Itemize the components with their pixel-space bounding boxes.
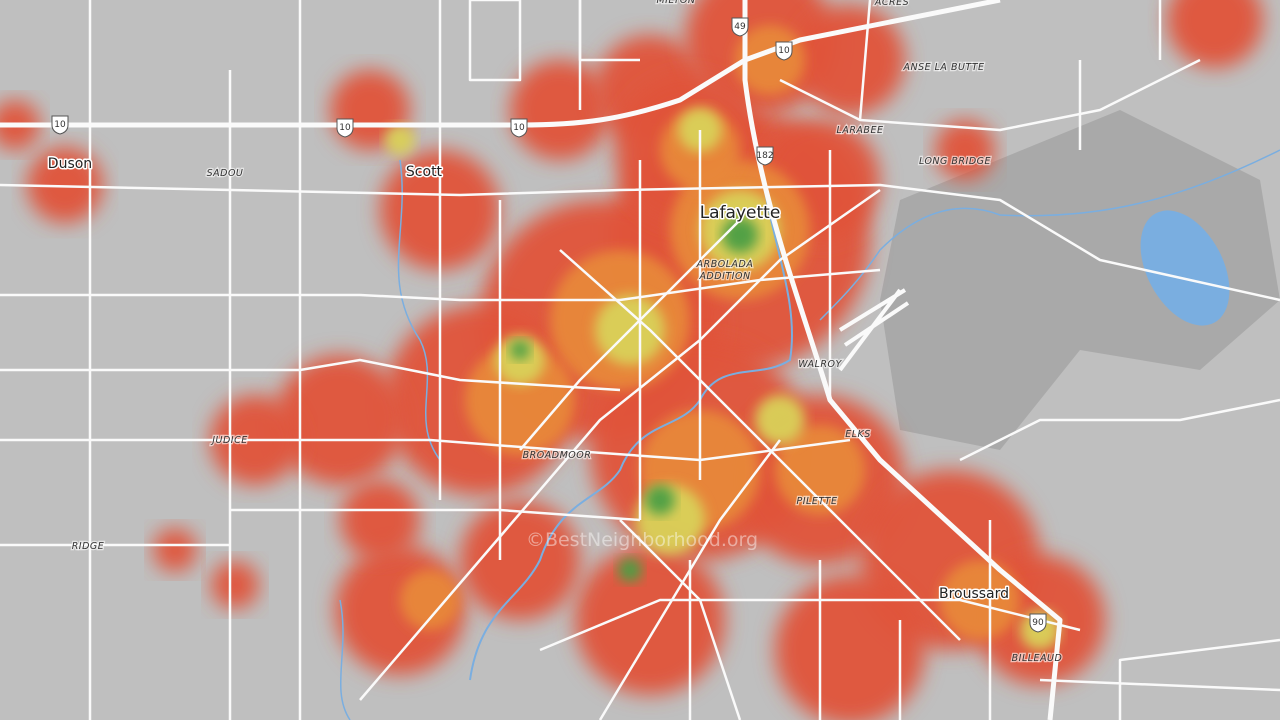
highway-shield xyxy=(775,41,793,61)
heat-cell xyxy=(340,480,420,560)
neighborhood-label: LARABEE xyxy=(837,125,884,136)
heat-cell xyxy=(211,561,259,609)
neighborhood-label: ACRES xyxy=(874,0,909,8)
highway-shield xyxy=(336,118,354,138)
highway-shield xyxy=(756,146,774,166)
water xyxy=(339,149,1280,720)
neighborhood-label: ELKS xyxy=(845,429,871,440)
heat-cell xyxy=(775,575,925,720)
neighborhood-label: MILTON xyxy=(656,0,695,6)
shield-number: 90 xyxy=(1032,618,1044,628)
shield-number: 10 xyxy=(339,123,351,133)
heat-cell xyxy=(940,560,1020,640)
heat-cell xyxy=(795,5,905,115)
shield-number: 10 xyxy=(778,46,790,56)
neighborhood-label: ADDITION xyxy=(698,271,750,282)
neighborhood-label: LONG BRIDGE xyxy=(919,156,991,167)
neighborhood-label: WALROY xyxy=(798,359,842,370)
heat-cell xyxy=(275,355,405,485)
heat-cell xyxy=(385,125,415,155)
shield-number: 10 xyxy=(513,123,525,133)
heat-cell xyxy=(618,558,642,582)
highway-shield xyxy=(510,118,528,138)
heat-cell xyxy=(400,570,460,630)
heat-cell xyxy=(153,528,197,572)
neighborhood-label: JUDICE xyxy=(210,435,248,446)
neighborhood-label: BILLEAUD xyxy=(1012,653,1063,664)
shield-number: 182 xyxy=(756,151,773,161)
heat-cell xyxy=(645,485,675,515)
neighborhood-label: ARBOLADA xyxy=(696,259,754,270)
heat-cell xyxy=(1167,0,1263,68)
neighborhood-label: ANSE LA BUTTE xyxy=(902,62,984,73)
watermark: ©BestNeighborhood.org xyxy=(526,529,758,551)
neighborhood-label: SADOU xyxy=(207,168,244,179)
heat-cell xyxy=(722,217,758,253)
heat-cell xyxy=(510,60,610,160)
shield-number: 10 xyxy=(54,120,66,130)
shield-number: 49 xyxy=(734,22,746,32)
neighborhood-label: PILETTE xyxy=(797,496,838,507)
highway-shield xyxy=(731,17,749,37)
heat-cell xyxy=(935,120,995,180)
place-label: Lafayette xyxy=(700,203,781,223)
heat-cell xyxy=(465,345,575,455)
heat-cell xyxy=(510,340,530,360)
highway-shield xyxy=(51,115,69,135)
heat-cell xyxy=(575,545,725,695)
heat-cell xyxy=(460,500,580,620)
neighborhood-label: RIDGE xyxy=(72,541,105,552)
heat-cell xyxy=(27,147,103,223)
airport-area xyxy=(880,110,1280,450)
place-label: Scott xyxy=(406,164,443,180)
place-label: Duson xyxy=(48,156,92,172)
highway-shield xyxy=(1029,613,1047,633)
neighborhood-label: BROADMOOR xyxy=(523,450,592,461)
heat-cell xyxy=(755,395,805,445)
place-label: Broussard xyxy=(939,586,1009,602)
